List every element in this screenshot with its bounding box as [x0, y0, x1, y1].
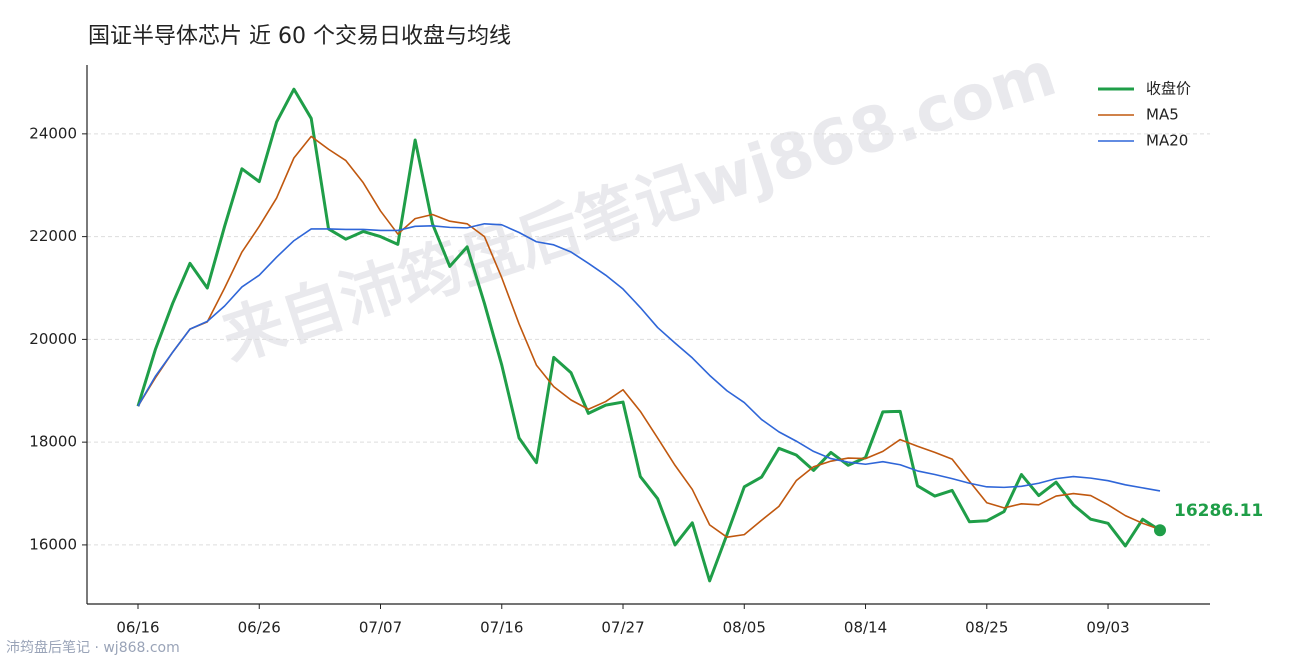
series-line — [136, 87, 1161, 583]
x-tick-label: 08/14 — [844, 619, 887, 637]
watermark: 来自沛筠盘后笔记wj868.com — [213, 36, 1064, 375]
legend-label: MA5 — [1146, 106, 1179, 124]
x-tick-label: 06/26 — [238, 619, 281, 637]
x-tick-label: 07/27 — [601, 619, 644, 637]
last-point — [1154, 524, 1166, 537]
x-tick-label: 08/05 — [723, 619, 766, 637]
x-tick-label: 09/03 — [1086, 619, 1129, 637]
x-tick-label: 08/25 — [965, 619, 1008, 637]
legend-label: 收盘价 — [1146, 80, 1191, 98]
last-value-label: 16286.11 — [1174, 501, 1263, 521]
x-tick-label: 06/16 — [116, 619, 159, 637]
y-tick-label: 18000 — [29, 433, 77, 451]
y-tick-label: 24000 — [29, 124, 77, 142]
series-line — [137, 222, 1161, 492]
footer: 沛筠盘后笔记 · wj868.com — [6, 639, 180, 656]
x-tick-label: 07/16 — [480, 619, 523, 637]
x-tick-label: 07/07 — [359, 619, 402, 637]
y-tick-label: 16000 — [29, 535, 77, 553]
chart-title: 国证半导体芯片 近 60 个交易日收盘与均线 — [88, 24, 511, 49]
y-tick-label: 22000 — [29, 227, 77, 245]
y-tick-label: 20000 — [29, 330, 77, 348]
series-line — [137, 135, 1161, 539]
legend-label: MA20 — [1146, 132, 1188, 150]
